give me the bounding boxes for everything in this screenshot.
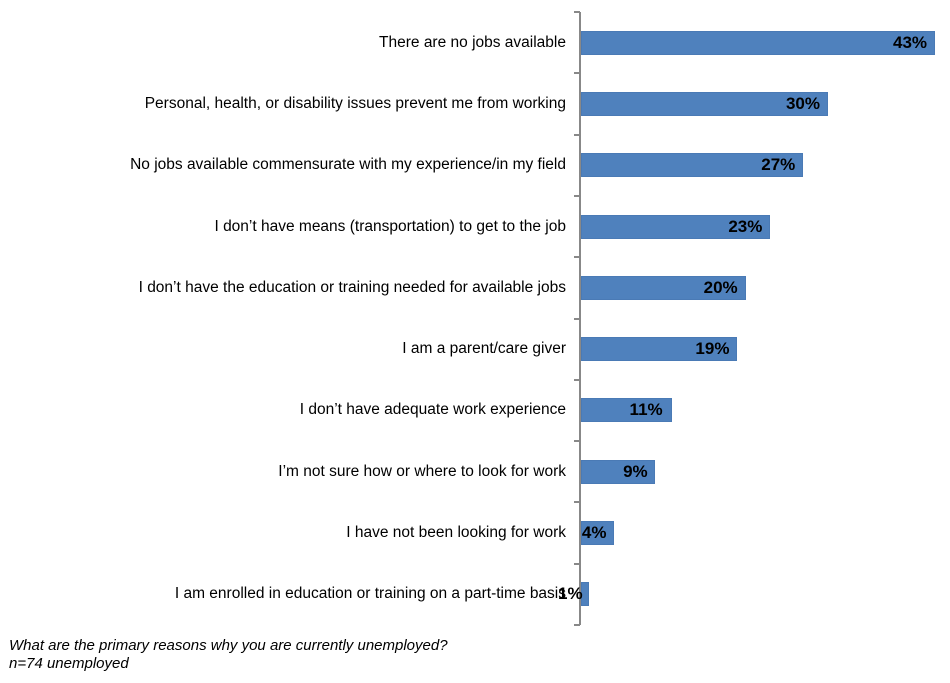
y-axis-line <box>579 12 581 625</box>
value-label: 9% <box>623 461 648 481</box>
category-label: There are no jobs available <box>379 33 566 51</box>
axis-tick <box>574 378 580 381</box>
axis-tick <box>574 11 580 13</box>
axis-tick <box>574 256 580 259</box>
category-label: I’m not sure how or where to look for wo… <box>278 462 566 480</box>
bar <box>581 398 672 423</box>
axis-tick <box>574 501 580 504</box>
axis-tick <box>574 562 580 565</box>
category-label: I am enrolled in education or training o… <box>174 585 566 603</box>
bar <box>581 337 738 362</box>
bar <box>581 275 746 300</box>
value-label: 11% <box>629 400 663 420</box>
value-label: 23% <box>728 216 763 236</box>
category-label: I have not been looking for work <box>346 524 566 542</box>
bar <box>581 30 935 55</box>
category-label: I don’t have means (transportation) to g… <box>214 217 566 235</box>
value-label: 1% <box>558 584 583 604</box>
axis-tick <box>574 72 580 75</box>
bar <box>581 521 614 546</box>
axis-tick <box>574 317 580 320</box>
value-label: 19% <box>695 339 730 359</box>
sample-size: n=74 unemployed <box>9 655 129 672</box>
category-label: No jobs available commensurate with my e… <box>130 156 566 174</box>
value-label: 43% <box>893 32 928 52</box>
axis-tick <box>574 440 580 443</box>
axis-tick <box>574 133 580 136</box>
bar <box>581 459 656 484</box>
axis-tick <box>574 624 580 626</box>
bar <box>581 582 590 607</box>
category-label: Personal, health, or disability issues p… <box>144 94 566 112</box>
value-label: 20% <box>703 277 738 297</box>
value-label: 27% <box>761 155 796 175</box>
bar <box>581 214 771 239</box>
value-label: 4% <box>581 523 607 543</box>
category-label: I don’t have adequate work experience <box>299 401 566 419</box>
category-label: I am a parent/care giver <box>402 340 566 358</box>
survey-question: What are the primary reasons why you are… <box>9 637 448 654</box>
value-label: 30% <box>785 93 820 113</box>
bar <box>581 153 804 178</box>
bar <box>581 91 828 116</box>
category-label: I don’t have the education or training n… <box>138 278 566 296</box>
axis-tick <box>574 194 580 197</box>
